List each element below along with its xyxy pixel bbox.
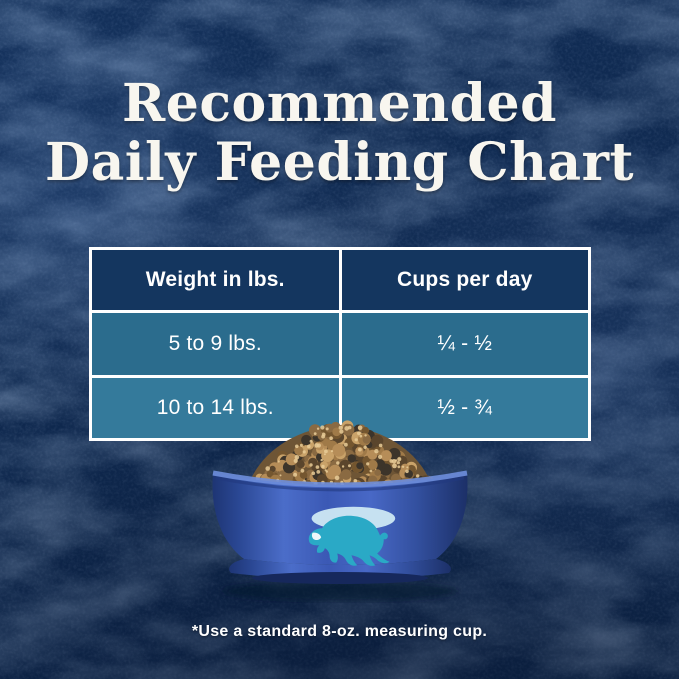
buffalo-logo-icon xyxy=(308,515,390,566)
buffalo-logo xyxy=(308,506,396,566)
table-cell-weight-row2: 10 to 14 lbs. xyxy=(92,378,339,438)
bowl-shadow xyxy=(222,581,458,601)
table-cell-weight-row1: 5 to 9 lbs. xyxy=(92,313,339,375)
column-header-weight: Weight in lbs. xyxy=(92,250,339,310)
page-title: Recommended Daily Feeding Chart xyxy=(0,74,679,192)
buffalo-blaze xyxy=(311,532,322,541)
feeding-table: Weight in lbs. Cups per day 5 to 9 lbs. … xyxy=(89,247,591,441)
title-line-1: Recommended xyxy=(122,73,557,134)
bowl-rim-highlight xyxy=(212,470,468,488)
bowl-rim-shade xyxy=(215,476,465,492)
table-cell-cups-row2: ½ - ¾ xyxy=(341,378,588,438)
dog-bowl-illustration xyxy=(212,420,468,601)
column-header-cups: Cups per day xyxy=(341,250,588,310)
title-line-2: Daily Feeding Chart xyxy=(44,132,635,193)
footnote-text: *Use a standard 8-oz. measuring cup. xyxy=(191,623,488,640)
bowl-base-edge xyxy=(252,572,428,584)
table-cell-cups-row1: ¼ - ½ xyxy=(341,313,588,375)
